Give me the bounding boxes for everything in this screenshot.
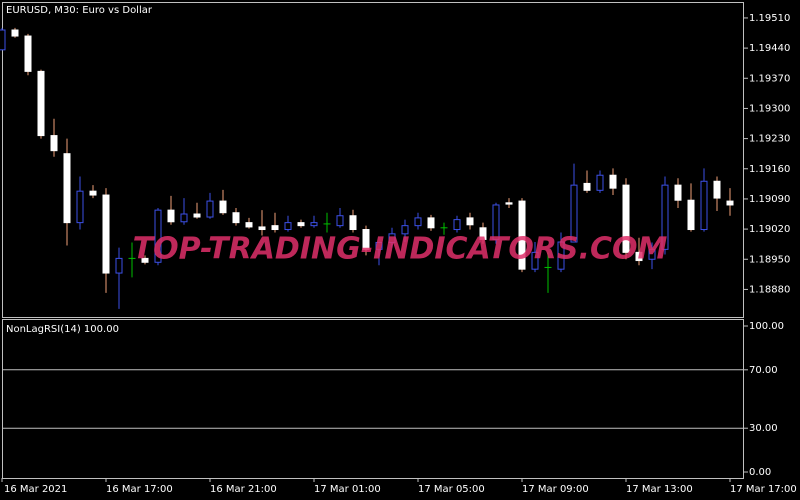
candle-body — [401, 225, 409, 235]
y-tick-label: 100.00 — [749, 321, 784, 332]
candle-body — [258, 226, 266, 231]
indicator-panel — [2, 319, 744, 479]
candle-body — [349, 215, 357, 231]
y-tick-label: 1.19370 — [749, 73, 790, 84]
y-tick-label: 1.19160 — [749, 164, 790, 175]
candle-body — [466, 217, 474, 226]
candle-body — [713, 180, 721, 199]
candle-body — [141, 257, 149, 263]
y-tick-label: 1.18880 — [749, 284, 790, 295]
candle-body — [583, 182, 591, 191]
candle-body — [206, 200, 214, 218]
candle-body — [492, 204, 500, 240]
candle-body — [310, 222, 318, 227]
candle-body — [648, 248, 656, 260]
x-tick-label: 16 Mar 21:00 — [210, 484, 277, 495]
y-tick-label: 1.19020 — [749, 224, 790, 235]
candle-body — [11, 29, 19, 37]
candle-body — [232, 212, 240, 224]
candle-body — [635, 251, 643, 262]
candle-body — [596, 174, 604, 191]
candle-body — [0, 29, 6, 51]
y-tick-label: 1.19440 — [749, 43, 790, 54]
candle-body — [427, 217, 435, 229]
candle-body — [336, 215, 344, 227]
y-tick-label: 30.00 — [749, 423, 778, 434]
indicator-title: NonLagRSI(14) 100.00 — [6, 324, 119, 335]
candle-body — [609, 174, 617, 189]
candle-body — [102, 194, 110, 274]
x-tick-label: 16 Mar 17:00 — [106, 484, 173, 495]
candle-body — [89, 190, 97, 196]
candle-body — [479, 227, 487, 240]
candle-body — [284, 222, 292, 231]
candle-body — [700, 180, 708, 231]
candle-body — [362, 229, 370, 250]
candle-body — [271, 225, 279, 231]
candle-body — [687, 199, 695, 231]
candle-body — [245, 222, 253, 228]
candle-body — [557, 241, 565, 270]
candle-body — [518, 200, 526, 270]
candle-body — [388, 233, 396, 243]
y-tick-label: 70.00 — [749, 365, 778, 376]
x-tick-label: 17 Mar 13:00 — [626, 484, 693, 495]
candle-body — [37, 70, 45, 137]
candle-body — [726, 200, 734, 206]
candle-body — [453, 219, 461, 231]
y-tick-label: 1.19300 — [749, 103, 790, 114]
candle-body — [50, 135, 58, 152]
watermark: TOP-TRADING-INDICATORS.COM — [133, 232, 668, 267]
x-tick-label: 17 Mar 09:00 — [522, 484, 589, 495]
candle-body — [24, 35, 32, 72]
candle-body — [76, 190, 84, 224]
candle-body — [570, 184, 578, 243]
candle-body — [622, 184, 630, 253]
candle-body — [414, 217, 422, 227]
y-tick-label: 1.19510 — [749, 13, 790, 24]
candle-body — [375, 241, 383, 250]
candle-body — [505, 202, 513, 205]
y-tick-label: 1.19230 — [749, 134, 790, 145]
x-tick-label: 17 Mar 01:00 — [314, 484, 381, 495]
candle-body — [661, 184, 669, 250]
candle-body — [167, 209, 175, 223]
candle-body — [531, 251, 539, 270]
chart-title: EURUSD, M30: Euro vs Dollar — [6, 5, 153, 16]
candle-body — [674, 184, 682, 201]
candle-body — [297, 222, 305, 227]
x-tick-label: 17 Mar 17:00 — [730, 484, 797, 495]
candle-body — [193, 213, 201, 218]
y-tick-label: 0.00 — [749, 467, 771, 478]
x-tick-label: 17 Mar 05:00 — [418, 484, 485, 495]
candle-body — [63, 153, 71, 224]
candle-body — [154, 209, 162, 263]
main-panel — [2, 2, 744, 318]
y-tick-label: 1.18950 — [749, 254, 790, 265]
x-tick-label: 16 Mar 2021 — [4, 484, 67, 495]
candle-body — [219, 200, 227, 214]
candle-body — [180, 213, 188, 223]
candle-body — [115, 257, 123, 274]
y-tick-label: 1.19090 — [749, 194, 790, 205]
